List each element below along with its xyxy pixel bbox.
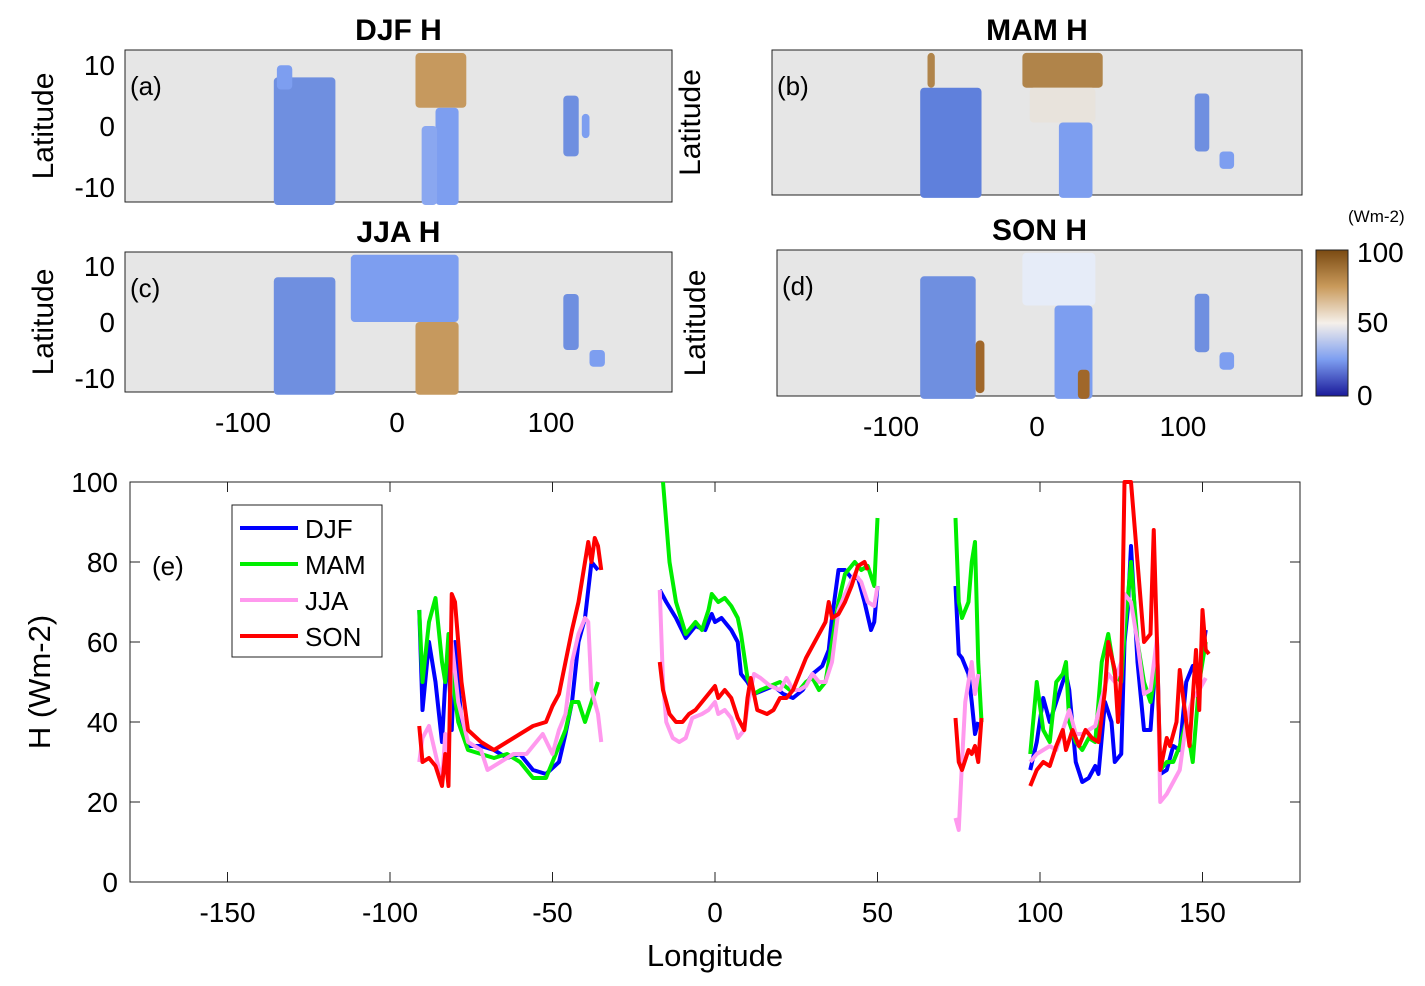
land-data-region: [1194, 293, 1210, 353]
legend-label: MAM: [305, 550, 366, 580]
series-line-djf: [1028, 544, 1208, 784]
y-axis-label: Latitude: [27, 73, 60, 180]
y-tick-label: 0: [102, 867, 118, 898]
panel-title: DJF H: [355, 14, 442, 47]
colorbar-gradient: [1315, 249, 1349, 397]
legend-label: JJA: [305, 586, 349, 616]
y-tick-label: 10: [84, 50, 115, 81]
panel-label: (b): [777, 71, 809, 101]
series-line-mam: [953, 517, 984, 723]
x-tick-label: 100: [1160, 411, 1207, 442]
colorbar-tick-label: 0: [1357, 380, 1373, 411]
land-data-region: [563, 294, 579, 350]
land-data-region: [1022, 252, 1096, 306]
land-data-region: [415, 53, 467, 108]
land-data-region: [1194, 93, 1210, 152]
land-data-region: [975, 340, 985, 394]
panel-label: (d): [782, 271, 814, 301]
y-axis-label: H (Wm-2): [22, 615, 57, 749]
x-tick-label: -100: [215, 407, 271, 438]
land-data-region: [581, 113, 590, 139]
y-axis-label: Latitude: [674, 69, 707, 176]
y-tick-label: 40: [87, 707, 118, 738]
y-tick-label: 80: [87, 547, 118, 578]
y-axis-label: Latitude: [679, 270, 712, 377]
land-data-region: [563, 95, 579, 157]
land-data-region: [350, 254, 459, 322]
panel-title: JJA H: [357, 216, 441, 249]
panel-label: (c): [130, 273, 160, 303]
heatmap-panel-b: MAM H (b) Latitude: [674, 14, 1303, 198]
x-tick-label: 100: [1017, 897, 1064, 928]
map-background: [124, 49, 673, 203]
heatmap-panel-a: DJF H (a) Latitude 10 0 -10: [27, 14, 673, 206]
series-line-son: [953, 717, 984, 772]
series-line-mam: [417, 596, 600, 780]
x-tick-label: -100: [863, 411, 919, 442]
x-tick-label: 0: [389, 407, 405, 438]
colorbar: (Wm-2) 100 50 0: [1315, 207, 1405, 411]
land-data-region: [1022, 52, 1103, 88]
land-data-region: [273, 277, 336, 395]
x-tick-label: -100: [362, 897, 418, 928]
series-line-son: [1028, 480, 1211, 787]
land-data-region: [415, 322, 459, 395]
x-tick-label: 0: [1029, 411, 1045, 442]
land-data-region: [421, 126, 438, 206]
colorbar-tick-label: 50: [1357, 307, 1388, 338]
y-tick-label: 60: [87, 627, 118, 658]
land-data-region: [1077, 369, 1090, 399]
y-tick-label: 100: [71, 467, 118, 498]
series-line-jja: [657, 572, 880, 744]
land-data-region: [920, 276, 976, 399]
land-data-region: [1058, 122, 1093, 198]
x-axis-label: Longitude: [647, 938, 783, 973]
line-chart-e: -150 -100 -50 0 50 100 150 0 20 40 60 80 100 Longitud…: [22, 467, 1301, 973]
y-tick-label: 20: [87, 787, 118, 818]
panel-title: SON H: [992, 214, 1087, 247]
land-data-region: [1219, 352, 1235, 370]
y-tick-label: -10: [75, 363, 115, 394]
series-line-son: [417, 536, 604, 788]
land-data-region: [1029, 87, 1096, 123]
y-tick-label: 0: [99, 307, 115, 338]
heatmap-panel-d: SON H (d) Latitude -100 0 100: [679, 214, 1303, 442]
panel-label: (e): [152, 551, 184, 581]
y-tick-label: 0: [99, 111, 115, 142]
x-tick-label: 150: [1179, 897, 1226, 928]
land-data-region: [276, 65, 293, 90]
land-data-region: [435, 107, 459, 206]
land-data-region: [273, 77, 336, 206]
series-line-jja: [953, 660, 981, 832]
legend-box: [231, 504, 383, 658]
land-data-region: [589, 350, 605, 367]
panel-label: (a): [130, 71, 162, 101]
legend: DJF MAM JJA SON: [231, 504, 383, 658]
colorbar-tick-label: 100: [1357, 237, 1404, 268]
y-axis-label: Latitude: [27, 269, 60, 376]
x-tick-label: 50: [862, 897, 893, 928]
series-line-son: [657, 560, 870, 732]
panel-title: MAM H: [986, 14, 1088, 47]
x-tick-label: -150: [199, 897, 255, 928]
colorbar-unit: (Wm-2): [1348, 207, 1405, 226]
x-tick-label: 100: [528, 407, 575, 438]
legend-label: DJF: [305, 514, 353, 544]
y-tick-label: -10: [75, 172, 115, 203]
x-tick-label: -50: [532, 897, 572, 928]
land-data-region: [927, 52, 935, 88]
land-data-region: [920, 87, 982, 198]
x-tick-label: 0: [707, 897, 723, 928]
land-data-region: [1219, 151, 1235, 169]
series-line-mam: [661, 481, 880, 696]
legend-label: SON: [305, 622, 361, 652]
y-tick-label: 10: [84, 251, 115, 282]
